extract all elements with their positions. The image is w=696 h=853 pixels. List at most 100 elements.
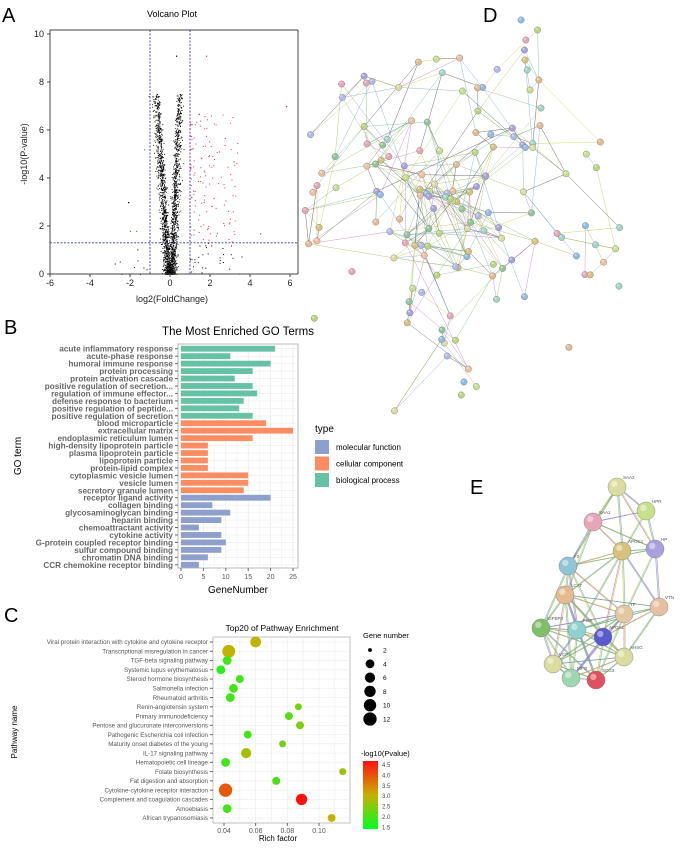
volcano-point [159, 174, 160, 175]
volcano-point [176, 205, 177, 206]
volcano-point [175, 263, 176, 264]
volcano-point [175, 181, 176, 182]
volcano-point [163, 129, 164, 130]
volcano-point-up [205, 146, 206, 147]
network-node-highlight [364, 81, 366, 83]
network-edge [569, 549, 656, 566]
volcano-point [179, 143, 180, 144]
volcano-point [173, 231, 174, 232]
network-node [305, 241, 311, 247]
volcano-point [165, 213, 166, 214]
volcano-point [163, 192, 164, 193]
pathway-label: Salmonella infection [153, 686, 209, 693]
pathway-bubble [223, 804, 232, 813]
volcano-point [175, 215, 176, 216]
volcano-point [159, 128, 160, 129]
volcano-point [176, 175, 177, 176]
x-tick-label: -6 [46, 278, 54, 288]
volcano-point [175, 141, 176, 142]
volcano-point [134, 267, 135, 268]
volcano-point [165, 232, 166, 233]
volcano-point-up [228, 211, 229, 212]
volcano-point [165, 234, 166, 235]
volcano-point [162, 199, 163, 200]
volcano-point [174, 268, 175, 269]
volcano-point [161, 186, 162, 187]
network-node-highlight [425, 120, 427, 122]
volcano-point-up [231, 149, 232, 150]
network-node-highlight [529, 211, 531, 213]
network-node-highlight [449, 197, 451, 199]
volcano-point [171, 221, 172, 222]
volcano-point [168, 234, 169, 235]
network-node-highlight [491, 145, 493, 147]
volcano-point-up [218, 183, 219, 184]
volcano-point-up [208, 228, 209, 229]
volcano-point-up [214, 198, 215, 199]
volcano-point [195, 262, 196, 263]
volcano-point [173, 272, 174, 273]
volcano-point [161, 161, 162, 162]
network-node-highlight [427, 226, 429, 228]
volcano-point [155, 171, 156, 172]
network-node-highlight [611, 481, 617, 487]
network-edge [399, 58, 460, 87]
volcano-point [162, 226, 163, 227]
network-edge [485, 177, 523, 192]
volcano-point [286, 106, 287, 107]
volcano-point [163, 230, 164, 231]
network-node [532, 238, 538, 244]
volcano-point-up [216, 124, 217, 125]
volcano-point [178, 172, 179, 173]
volcano-point [161, 221, 162, 222]
volcano-point [159, 101, 160, 102]
volcano-point-up [191, 178, 192, 179]
volcano-point [174, 265, 175, 266]
volcano-point [163, 214, 164, 215]
volcano-point [177, 121, 178, 122]
volcano-point [154, 115, 155, 116]
volcano-point [162, 239, 163, 240]
volcano-point [166, 272, 167, 273]
volcano-point-up [204, 128, 205, 129]
network-node-highlight [404, 175, 406, 177]
volcano-point [176, 268, 177, 269]
volcano-point [162, 202, 163, 203]
volcano-point [165, 219, 166, 220]
volcano-point-up [191, 185, 192, 186]
volcano-point [163, 149, 164, 150]
volcano-point [183, 106, 184, 107]
volcano-point-up [206, 128, 207, 129]
volcano-point [175, 154, 176, 155]
network-node-highlight [618, 651, 624, 657]
network-node-highlight [387, 154, 389, 156]
network-node-highlight [510, 258, 512, 260]
volcano-point [174, 177, 175, 178]
volcano-point [159, 132, 160, 133]
network-node-highlight [497, 225, 499, 227]
volcano-point [173, 258, 174, 259]
volcano-point-up [201, 203, 202, 204]
volcano-point [178, 206, 179, 207]
volcano-point [177, 122, 178, 123]
volcano-point [160, 128, 161, 129]
network-node [612, 246, 618, 252]
volcano-point [155, 120, 156, 121]
network-node [450, 188, 456, 194]
volcano-point [178, 204, 179, 205]
volcano-point-up [194, 172, 195, 173]
network-edge [533, 148, 566, 174]
pathway-label: Transcriptional misregulation in cancer [102, 648, 208, 655]
network-node [404, 320, 410, 326]
network-node [424, 119, 430, 125]
pathway-title: Top20 of Pathway Enrichment [226, 623, 340, 633]
network-node [391, 408, 397, 414]
volcano-point [164, 196, 165, 197]
volcano-point [231, 254, 232, 255]
go-title: The Most Enriched GO Terms [162, 326, 314, 338]
network-node [447, 313, 453, 319]
network-node [338, 81, 344, 87]
network-node-highlight [489, 132, 491, 134]
volcano-point [165, 203, 166, 204]
volcano-point [164, 209, 165, 210]
